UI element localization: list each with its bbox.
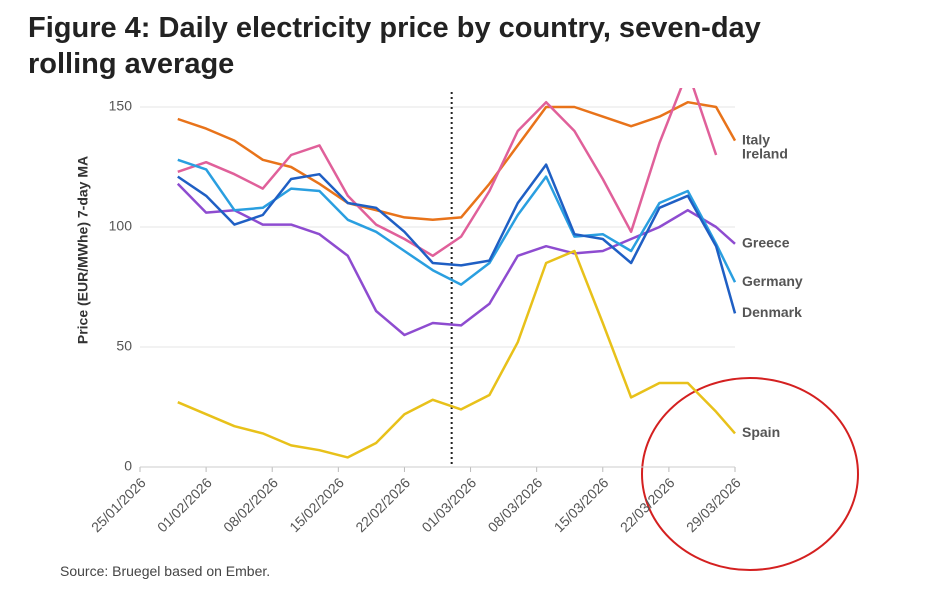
series-line: [177, 100, 737, 222]
series-line: [176, 182, 736, 337]
chart-title: Figure 4: Daily electricity price by cou…: [28, 12, 761, 80]
x-tick-label: 25/01/2026: [88, 474, 149, 535]
x-tick-label: 01/02/2026: [154, 474, 215, 535]
x-tick-label: 22/02/2026: [352, 474, 413, 535]
series-line: [177, 163, 737, 314]
x-tick-label: 08/02/2026: [220, 474, 281, 535]
series-label: Ireland: [742, 146, 788, 162]
x-tick-label: 22/03/2026: [617, 474, 678, 535]
y-tick-label: 150: [109, 98, 133, 114]
series-line: [177, 249, 736, 459]
source-note: Source: Bruegel based on Ember.: [60, 563, 271, 579]
series-label: Spain: [742, 424, 780, 440]
series-label: Germany: [742, 273, 803, 289]
y-axis-label: Price (EUR/MWhe) 7-day MA: [75, 156, 91, 344]
series-line: [177, 88, 718, 258]
y-tick-label: 100: [109, 218, 133, 234]
y-tick-label: 50: [116, 338, 132, 354]
y-tick-label: 0: [124, 458, 132, 474]
series-label: Greece: [742, 235, 790, 251]
x-tick-label: 29/03/2026: [683, 474, 744, 535]
series-label: Italy: [742, 131, 770, 147]
x-tick-label: 15/02/2026: [286, 474, 347, 535]
x-tick-label: 01/03/2026: [418, 474, 479, 535]
x-tick-label: 15/03/2026: [551, 474, 612, 535]
x-tick-label: 08/03/2026: [485, 474, 546, 535]
series-label: Denmark: [742, 304, 802, 320]
highlight-circle: [641, 377, 859, 571]
